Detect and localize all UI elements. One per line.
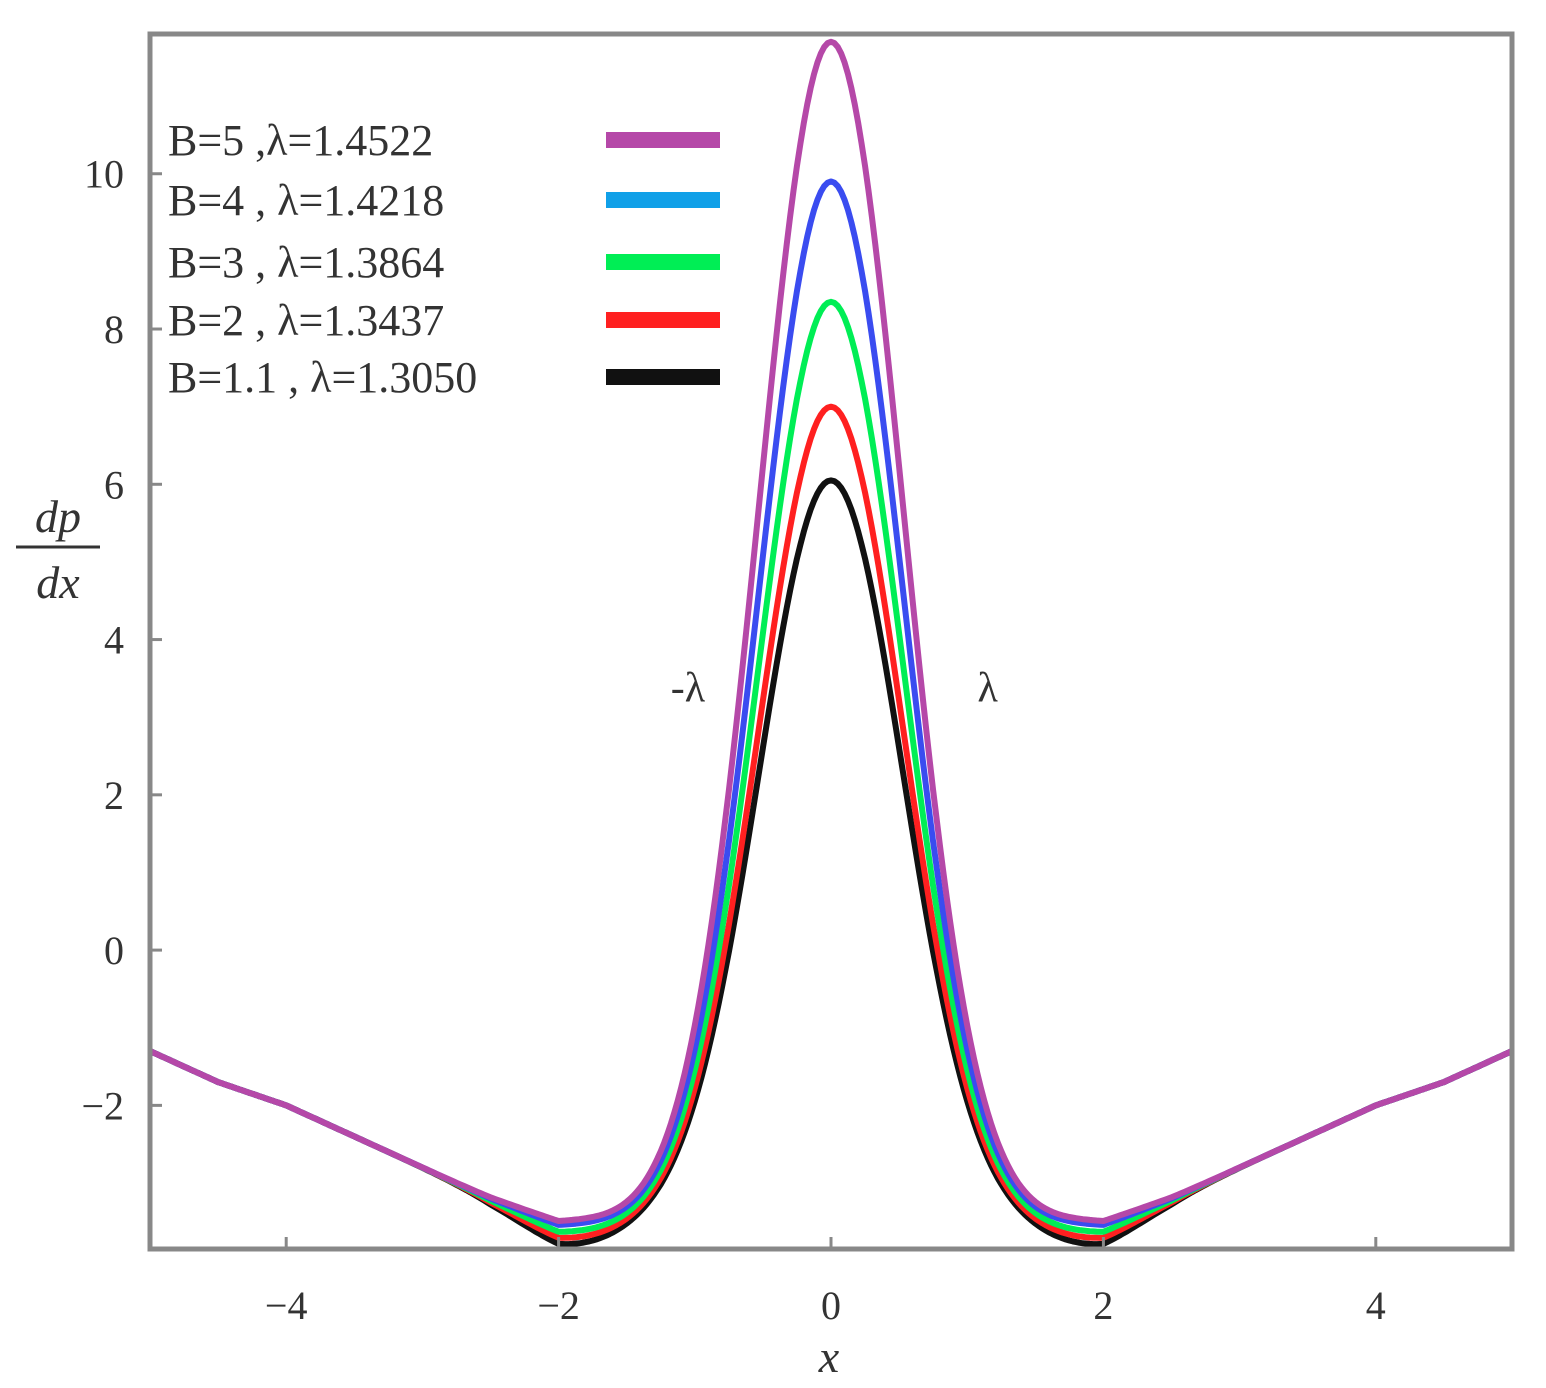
legend-label: B=1.1 , λ=1.3050 <box>168 353 477 402</box>
y-tick-label: −2 <box>81 1083 124 1128</box>
x-tick-label: −2 <box>537 1283 580 1328</box>
legend: B=5 ,λ=1.4522 B=4 , λ=1.4218 B=3 , λ=1.386… <box>168 116 720 402</box>
x-axis-label: x <box>818 1331 840 1382</box>
y-tick-label: 0 <box>104 928 124 973</box>
y-tick-label: 10 <box>84 152 124 197</box>
annotations: -λ λ <box>671 666 999 712</box>
x-tick-label: 2 <box>1093 1283 1113 1328</box>
legend-label: B=3 , λ=1.3864 <box>168 238 444 287</box>
x-tick-label: 4 <box>1366 1283 1386 1328</box>
y-tick-label: 2 <box>104 773 124 818</box>
y-tick-label: 4 <box>104 618 124 663</box>
y-tick-label: 8 <box>104 307 124 352</box>
y-axis-ticks: −2 0 2 4 6 8 10 <box>81 152 162 1128</box>
y-axis-label: dp dx <box>16 491 100 608</box>
legend-label: B=5 ,λ=1.4522 <box>168 116 433 165</box>
legend-label: B=4 , λ=1.4218 <box>168 176 444 225</box>
x-tick-label: −4 <box>265 1283 308 1328</box>
annotation-label: λ <box>977 666 998 712</box>
y-tick-label: 6 <box>104 462 124 507</box>
annotation-label: -λ <box>671 666 706 712</box>
legend-label: B=2 , λ=1.3437 <box>168 296 444 345</box>
series-layer <box>148 38 1514 1248</box>
y-axis-label-numerator: dp <box>35 491 81 542</box>
series-line <box>148 38 1514 1224</box>
x-tick-label: 0 <box>821 1283 841 1328</box>
x-axis-ticks: −4 −2 0 2 4 <box>265 1237 1386 1328</box>
y-axis-label-denominator: dx <box>36 557 80 608</box>
